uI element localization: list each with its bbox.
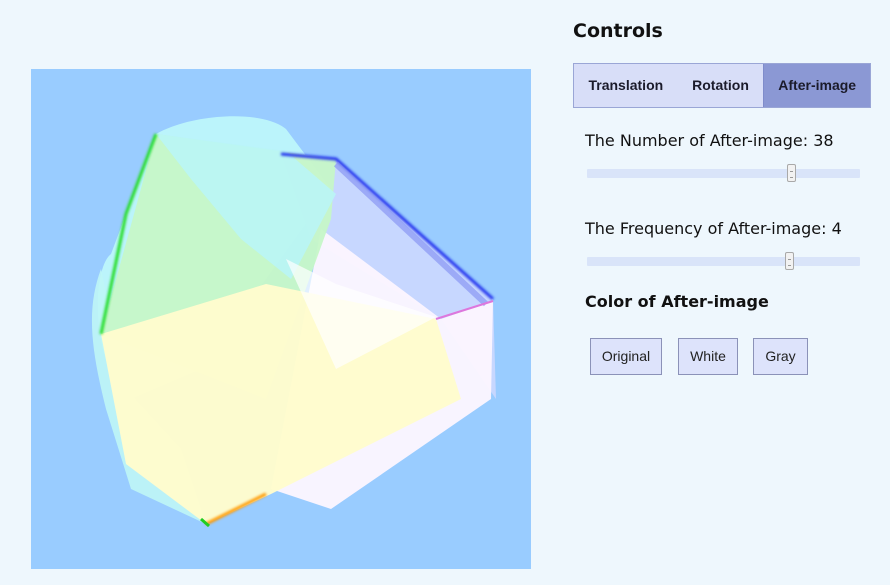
gray-button[interactable]: Gray: [753, 338, 808, 375]
cyan-wedge: [156, 134, 336, 279]
original-button[interactable]: Original: [590, 338, 662, 375]
color-section-title: Color of After-image: [585, 292, 769, 311]
green-edge: [99, 133, 158, 335]
controls-title: Controls: [573, 20, 663, 42]
frequency-slider[interactable]: [587, 252, 860, 270]
tab-rotation[interactable]: Rotation: [692, 77, 749, 93]
white-button[interactable]: White: [678, 338, 738, 375]
blue-edge-shadow: [333, 161, 489, 307]
number-slider[interactable]: [587, 164, 860, 182]
orange-edge: [205, 492, 267, 526]
tab-translation[interactable]: Translation: [588, 77, 664, 93]
frequency-label: The Frequency of After-image: 4: [585, 219, 842, 238]
pink-edge: [435, 300, 494, 320]
white-patch: [286, 259, 436, 369]
tab-after-image[interactable]: After-image: [763, 64, 870, 107]
controls-panel: Controls Translation Rotation After-imag…: [573, 0, 873, 585]
number-label: The Number of After-image: 38: [585, 131, 834, 150]
number-slider-thumb[interactable]: [787, 164, 796, 182]
green-edge-bottom: [200, 517, 210, 528]
mode-tabs: Translation Rotation After-image: [573, 63, 871, 108]
blue-edge: [280, 152, 494, 301]
after-image-graphic: [91, 116, 496, 528]
blue-trail: [281, 154, 496, 399]
frequency-slider-thumb[interactable]: [785, 252, 794, 270]
drawing-canvas[interactable]: [31, 69, 531, 569]
